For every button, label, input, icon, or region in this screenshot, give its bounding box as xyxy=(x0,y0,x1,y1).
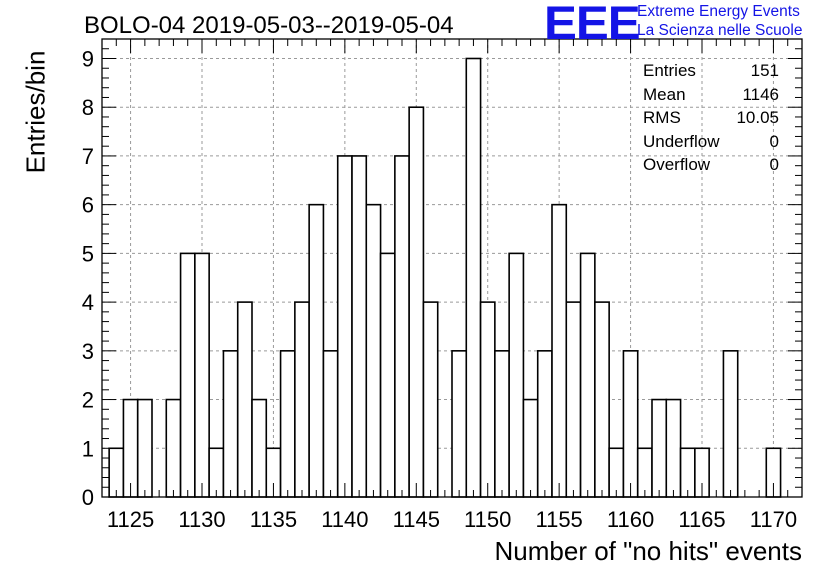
stat-row-overflow: Overflow 0 xyxy=(643,153,779,177)
x-tick-label: 1140 xyxy=(321,507,368,532)
y-axis-label: Entries/bin xyxy=(20,50,51,174)
histogram-bar xyxy=(165,398,182,498)
histogram-bar xyxy=(636,447,653,498)
histogram-bars xyxy=(108,57,782,498)
histogram-bar xyxy=(108,447,125,498)
histogram-bar xyxy=(479,301,496,498)
histogram-bar xyxy=(179,252,196,498)
y-tick-label: 8 xyxy=(82,95,94,120)
histogram-bar xyxy=(365,203,382,498)
histogram-bar xyxy=(379,252,396,498)
histogram-bar xyxy=(322,350,339,498)
stat-row-entries: Entries 151 xyxy=(643,59,779,83)
y-tick-label: 0 xyxy=(82,485,94,510)
histogram-bar xyxy=(308,203,325,498)
y-tick-label: 3 xyxy=(82,339,94,364)
histogram-bar xyxy=(136,398,153,498)
stat-value: 0 xyxy=(769,155,779,174)
histogram-bar xyxy=(351,155,368,498)
y-tick-label: 6 xyxy=(82,193,94,218)
stat-row-mean: Mean 1146 xyxy=(643,83,779,107)
stat-value: 1146 xyxy=(742,84,779,104)
y-tick-label: 5 xyxy=(82,241,94,266)
histogram-bar xyxy=(294,301,310,498)
x-tick-label: 1135 xyxy=(250,507,297,532)
eee-logo-mark: EEE xyxy=(544,0,641,49)
histogram-bar xyxy=(408,106,425,498)
histogram-bar xyxy=(722,350,739,498)
plot-frame xyxy=(101,38,803,498)
histogram-bar xyxy=(565,301,582,498)
axis-tick-labels: 1125 1130 1135 1140 1145 1150 1155 1160 1165 1170… xyxy=(82,46,797,532)
x-tick-label: 1130 xyxy=(178,507,225,532)
histogram-bar xyxy=(508,252,525,498)
x-tick-label: 1170 xyxy=(750,507,797,532)
histogram-bar xyxy=(251,398,268,498)
stat-label: Entries xyxy=(643,61,696,80)
x-tick-label: 1160 xyxy=(607,507,654,532)
histogram-bar xyxy=(522,398,539,498)
histogram-bar xyxy=(665,398,682,498)
stat-row-rms: RMS 10.05 xyxy=(643,106,779,130)
stat-row-underflow: Underflow 0 xyxy=(643,130,779,154)
logo-line-1: Extreme Energy Events xyxy=(637,3,800,20)
histogram-bar xyxy=(594,301,610,498)
axis-ticks xyxy=(101,38,803,498)
stat-label: Underflow xyxy=(643,131,720,151)
x-tick-label: 1150 xyxy=(464,507,511,532)
histogram-bar xyxy=(236,301,253,498)
x-tick-label: 1165 xyxy=(678,507,725,532)
y-tick-label: 2 xyxy=(82,388,94,413)
histogram-bar xyxy=(651,398,668,498)
histogram-bar xyxy=(122,398,139,498)
histogram-bar xyxy=(336,155,353,498)
x-tick-label: 1155 xyxy=(535,507,582,532)
y-tick-label: 1 xyxy=(82,436,94,461)
y-tick-label: 4 xyxy=(82,290,94,315)
histogram-bar xyxy=(679,447,696,498)
histogram-bar xyxy=(279,350,296,498)
stat-label: Mean xyxy=(643,84,686,104)
histogram-bar xyxy=(422,301,439,498)
x-tick-label: 1145 xyxy=(393,507,440,532)
histogram-bar xyxy=(465,57,482,498)
histogram-bar xyxy=(451,350,468,498)
y-tick-label: 7 xyxy=(82,144,94,169)
stat-label: RMS xyxy=(643,108,681,127)
stat-value: 0 xyxy=(769,131,779,151)
histogram-bar xyxy=(622,350,639,498)
histogram-bar xyxy=(222,350,239,498)
histogram-bar xyxy=(394,155,410,498)
histogram-bar xyxy=(551,203,568,498)
logo-line-2: La Scienza nelle Scuole xyxy=(637,22,803,39)
histogram-bar xyxy=(579,252,596,498)
x-axis-label: Number of "no hits" events xyxy=(494,536,803,566)
histogram-bar xyxy=(194,252,210,498)
plot-title: BOLO-04 2019-05-03--2019-05-04 xyxy=(84,12,454,39)
stat-value: 151 xyxy=(750,61,779,80)
stats-box: Entries 151 Mean 1146 RMS 10.05 Underflow 0 … xyxy=(643,59,779,177)
x-tick-label: 1125 xyxy=(107,507,154,532)
eee-logo-text: Extreme Energy Events La Scienza nelle S… xyxy=(637,2,802,40)
stat-label: Overflow xyxy=(643,155,711,174)
histogram-bar xyxy=(208,447,225,498)
y-tick-label: 9 xyxy=(82,46,94,71)
histogram-bar xyxy=(536,350,553,498)
stat-value: 10.05 xyxy=(736,108,779,127)
histogram-bar xyxy=(494,350,510,498)
histogram-bar xyxy=(608,447,625,498)
